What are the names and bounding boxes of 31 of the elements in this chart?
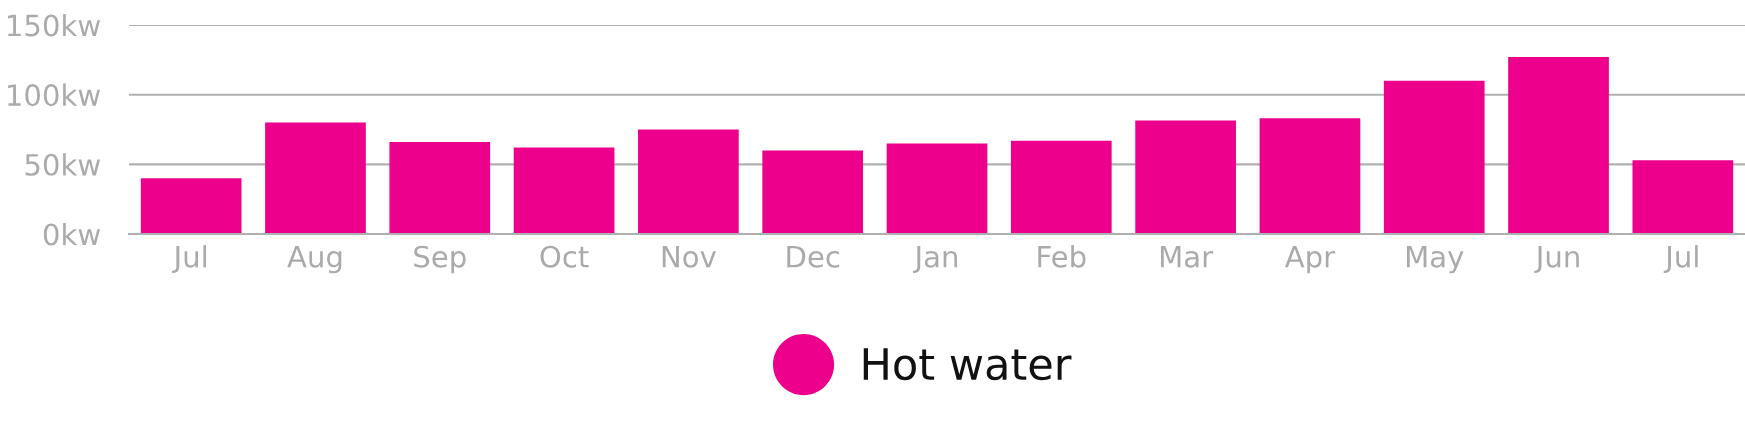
bar xyxy=(886,143,988,234)
bar xyxy=(140,178,242,234)
bar xyxy=(1010,140,1112,234)
x-tick-label: Jul xyxy=(172,245,207,274)
bar xyxy=(1508,57,1609,234)
x-tick-label: Oct xyxy=(540,245,589,268)
bar xyxy=(1632,160,1734,234)
bar xyxy=(638,129,739,234)
x-tick-label: Apr xyxy=(1284,246,1336,274)
y-tick-label: 150kw xyxy=(8,13,100,37)
bar xyxy=(1383,80,1485,234)
x-tick-label: Sep xyxy=(414,245,466,274)
bar xyxy=(389,142,491,234)
x-tick-label: Feb xyxy=(1038,245,1086,268)
x-tick-label: Dec xyxy=(787,246,840,268)
x-tick-label: Mar xyxy=(1160,246,1214,268)
bar xyxy=(1259,118,1361,234)
x-tick-label: Jun xyxy=(1534,246,1579,274)
x-tick-label: May xyxy=(1406,246,1464,274)
y-tick-label: 0kw xyxy=(43,222,100,246)
x-tick-label: Nov xyxy=(662,246,716,268)
x-tick-label: Aug xyxy=(287,246,342,274)
bar xyxy=(513,147,615,234)
x-tick-label: Jan xyxy=(913,246,957,274)
y-tick-label: 100kw xyxy=(8,83,100,107)
bar xyxy=(762,150,864,234)
x-tick-label: Jul xyxy=(1663,245,1698,274)
legend-label: Hot water xyxy=(863,348,1072,381)
y-tick-label: 50kw xyxy=(25,153,100,176)
bar xyxy=(265,122,366,234)
bar xyxy=(1135,120,1236,234)
